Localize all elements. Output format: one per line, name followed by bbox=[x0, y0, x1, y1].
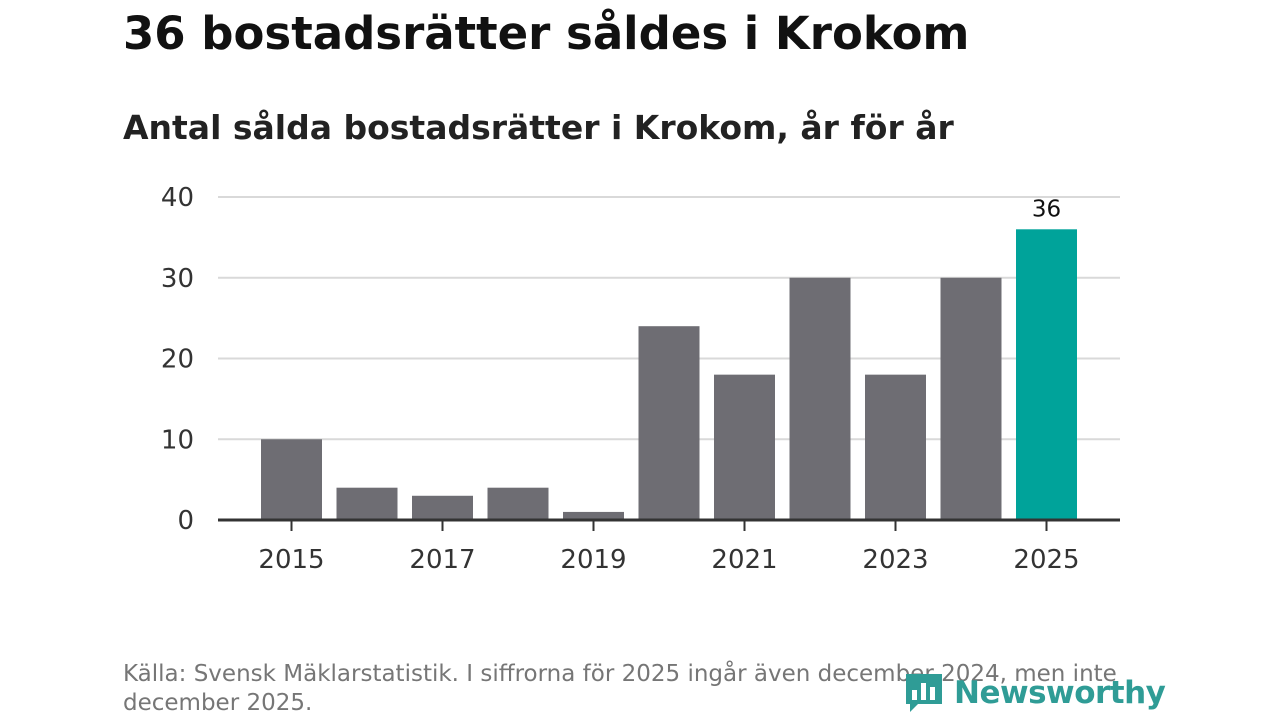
y-tick-label: 40 bbox=[161, 183, 194, 213]
bar-2022 bbox=[789, 277, 851, 520]
bar-2016 bbox=[336, 487, 398, 520]
bars bbox=[261, 229, 1077, 521]
y-tick-label: 10 bbox=[161, 425, 194, 455]
bar-2024 bbox=[940, 277, 1002, 520]
data-label-2025: 36 bbox=[1032, 196, 1061, 222]
bar-2020 bbox=[638, 326, 700, 520]
bar-2018 bbox=[487, 487, 549, 520]
x-tick-label: 2015 bbox=[258, 545, 324, 575]
bar-2021 bbox=[714, 374, 775, 520]
bar-2017 bbox=[412, 495, 473, 520]
x-tick-label: 2021 bbox=[711, 545, 777, 575]
bar-2025 bbox=[1016, 229, 1077, 521]
chart-title: 36 bostadsrätter såldes i Krokom bbox=[123, 7, 970, 60]
x-tick-label: 2025 bbox=[1013, 545, 1079, 575]
bar-2019 bbox=[563, 511, 624, 520]
source-note: Källa: Svensk Mäklarstatistik. I siffror… bbox=[123, 661, 1117, 716]
y-tick-label: 20 bbox=[161, 345, 194, 375]
labels: 0 10 20 30 40 36 2015 2017 2019 2021 2023 2025 bbox=[161, 183, 1080, 575]
x-tick-label: 2023 bbox=[862, 545, 928, 575]
x-tick-label: 2019 bbox=[560, 545, 626, 575]
bar-chart: 0 10 20 30 40 36 2015 2017 2019 2021 2023 2025 bbox=[161, 183, 1120, 575]
logo-text: Newsworthy bbox=[954, 675, 1166, 711]
x-tick-label: 2017 bbox=[409, 545, 475, 575]
bar-2015 bbox=[261, 439, 322, 520]
chart-subtitle: Antal sålda bostadsrätter i Krokom, år f… bbox=[123, 108, 954, 147]
bar-chart-icon bbox=[906, 674, 942, 712]
y-tick-label: 30 bbox=[161, 264, 194, 294]
newsworthy-logo: Newsworthy bbox=[902, 668, 1166, 718]
bar-2023 bbox=[865, 374, 926, 520]
x-axis bbox=[218, 518, 1120, 531]
y-tick-label: 0 bbox=[177, 506, 194, 536]
